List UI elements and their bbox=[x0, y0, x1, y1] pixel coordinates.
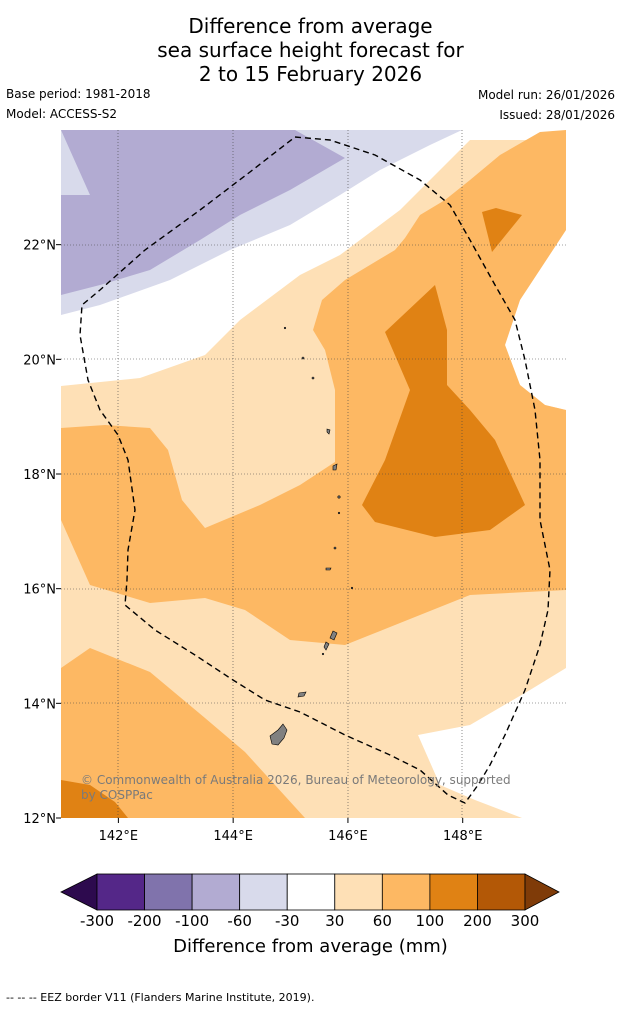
copyright-line-2: by COSPPac bbox=[81, 788, 153, 802]
map-title: Difference from average sea surface heig… bbox=[0, 14, 621, 86]
colorbar-swatch bbox=[239, 873, 288, 911]
island-agrihan bbox=[326, 428, 331, 435]
colorbar-swatch bbox=[286, 873, 336, 911]
eez-border bbox=[79, 136, 551, 804]
island-guam bbox=[269, 723, 288, 746]
colorbar-extend-low bbox=[60, 873, 98, 911]
map-plot-area: © Commonwealth of Australia 2026, Bureau… bbox=[61, 130, 566, 818]
colorbar-tick-label: 300 bbox=[510, 912, 540, 930]
copyright-line-1: © Commonwealth of Australia 2026, Bureau… bbox=[81, 773, 511, 787]
colorbar-swatch bbox=[96, 873, 145, 911]
y-tick-label: 14°N bbox=[23, 697, 56, 712]
x-tick-label: 142°E bbox=[99, 829, 139, 844]
band-100-200-north bbox=[482, 208, 522, 252]
colorbar-swatch bbox=[429, 873, 478, 911]
colorbar-title: Difference from average (mm) bbox=[173, 936, 448, 957]
model-run-text: Model run: 26/01/2026 bbox=[477, 88, 615, 102]
island-aguijan bbox=[321, 652, 325, 656]
x-tick-label: 148°E bbox=[443, 829, 483, 844]
islands bbox=[269, 326, 354, 746]
y-tick-label: 20°N bbox=[23, 353, 56, 368]
colorbar-tick-label: 30 bbox=[325, 912, 345, 930]
title-line-1: Difference from average bbox=[188, 14, 433, 38]
island-sarigan bbox=[333, 546, 337, 550]
x-tick-label: 146°E bbox=[328, 829, 368, 844]
title-line-3: 2 to 15 February 2026 bbox=[198, 62, 423, 86]
x-tick-label: 144°E bbox=[213, 829, 253, 844]
colorbar-swatch bbox=[191, 873, 241, 911]
band-minus30-30-east bbox=[505, 230, 566, 410]
title-line-2: sea surface height forecast for bbox=[157, 38, 464, 62]
colorbar-swatch bbox=[381, 873, 431, 911]
colorbar-tick-label: 100 bbox=[415, 912, 445, 930]
island-uracas bbox=[283, 326, 287, 330]
island-tinian bbox=[323, 641, 330, 651]
band-60-100-south bbox=[61, 648, 305, 818]
island-rota bbox=[297, 691, 307, 698]
issued-text: Issued: 28/01/2026 bbox=[499, 108, 615, 122]
base-period-text: Base period: 1981-2018 bbox=[6, 87, 151, 101]
colorbar-extend-high bbox=[524, 873, 560, 911]
island-asuncion bbox=[311, 376, 315, 380]
colorbar-tick-label: 60 bbox=[372, 912, 392, 930]
island-anatahan bbox=[325, 567, 332, 571]
colorbar-tick-label: 200 bbox=[463, 912, 492, 930]
island-guguan bbox=[337, 511, 341, 515]
colorbar-swatch bbox=[334, 873, 383, 911]
y-tick-label: 16°N bbox=[23, 583, 56, 598]
colorbar-tick-label: -30 bbox=[274, 912, 300, 930]
colorbar-tick-label: -60 bbox=[227, 912, 252, 930]
y-axis: 12°N 14°N 16°N 18°N 20°N 22°N bbox=[23, 239, 61, 827]
gridlines bbox=[61, 130, 566, 818]
y-tick-label: 18°N bbox=[23, 468, 56, 483]
colorbar-tick-label: -300 bbox=[79, 912, 115, 930]
island-pagan bbox=[332, 463, 338, 471]
eez-legend-text: -- -- -- EEZ border V11 (Flanders Marine… bbox=[6, 991, 315, 1004]
y-tick-label: 22°N bbox=[23, 239, 56, 254]
island-saipan bbox=[329, 630, 338, 641]
colorbar-tick-label: -200 bbox=[127, 912, 162, 930]
colorbar bbox=[60, 873, 560, 911]
island-maug bbox=[301, 356, 305, 360]
band-100-200-south bbox=[61, 780, 128, 818]
x-axis: 142°E 144°E 146°E 148°E bbox=[99, 818, 483, 844]
island-alamagan bbox=[337, 495, 341, 499]
y-tick-label: 12°N bbox=[23, 812, 56, 827]
model-text: Model: ACCESS-S2 bbox=[6, 107, 118, 121]
colorbar-tick-label: -100 bbox=[175, 912, 210, 930]
band-minus100-minus60 bbox=[61, 130, 345, 295]
band-minus30-30-southeast bbox=[418, 668, 566, 818]
colorbar-swatch bbox=[477, 873, 526, 911]
island-zealandia bbox=[350, 586, 354, 590]
colorbar-swatch bbox=[144, 873, 193, 911]
